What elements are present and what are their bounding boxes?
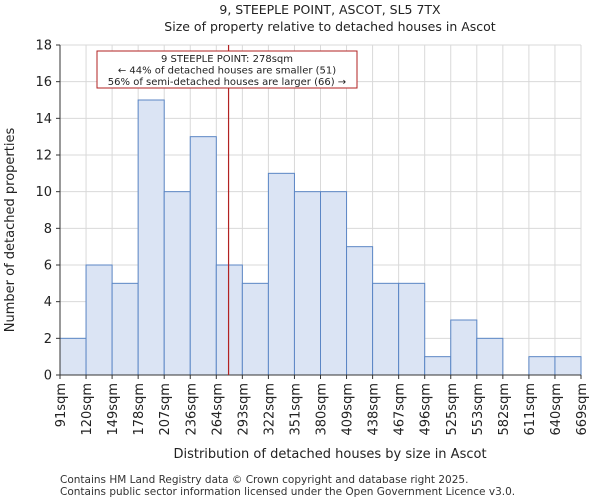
x-tick-label: 467sqm bbox=[393, 383, 408, 436]
annotation-line-3: 56% of semi-detached houses are larger (… bbox=[108, 77, 346, 88]
bar-264sqm bbox=[215, 264, 243, 376]
bar-380sqm bbox=[320, 191, 348, 376]
x-tick-label: 438sqm bbox=[367, 383, 382, 436]
x-tick-label: 496sqm bbox=[419, 383, 434, 436]
x-tick-label: 553sqm bbox=[471, 383, 486, 436]
bar-496sqm bbox=[424, 356, 452, 376]
bar-91sqm bbox=[59, 337, 87, 376]
x-tick-label: 236sqm bbox=[184, 383, 199, 436]
x-tick-label: 351sqm bbox=[288, 383, 303, 436]
bar-120sqm bbox=[85, 264, 113, 376]
annotation-box bbox=[96, 50, 358, 89]
x-tick-label: 525sqm bbox=[445, 383, 460, 436]
x-tick-label: 669sqm bbox=[575, 383, 590, 436]
x-axis-label: Distribution of detached houses by size … bbox=[173, 447, 486, 462]
x-tick-label: 582sqm bbox=[497, 383, 512, 436]
x-tick-label: 322sqm bbox=[262, 383, 277, 436]
bar-236sqm bbox=[189, 136, 217, 376]
x-tick-label: 178sqm bbox=[132, 383, 147, 436]
property-marker: 9 STEEPLE POINT: 278sqm← 44% of detached… bbox=[96, 45, 358, 375]
bar-149sqm bbox=[111, 282, 139, 376]
bar-207sqm bbox=[163, 191, 191, 376]
annotation-line-2: ← 44% of detached houses are smaller (51… bbox=[118, 66, 336, 77]
axes bbox=[56, 44, 582, 379]
y-tick-label: 18 bbox=[35, 39, 52, 54]
x-tick-labels: 91sqm 120sqm 149sqm 178sqm 207sqm 236sqm 264sq… bbox=[54, 383, 590, 436]
bar-322sqm bbox=[267, 172, 295, 376]
bar-553sqm bbox=[476, 337, 504, 376]
bars bbox=[59, 99, 582, 376]
y-tick-label: 4 bbox=[44, 295, 52, 310]
y-tick-labels: 0 2 4 6 8 10 12 14 16 18 bbox=[35, 39, 52, 384]
y-tick-label: 8 bbox=[44, 222, 52, 237]
x-tick-label: 149sqm bbox=[106, 383, 121, 436]
bar-640sqm bbox=[554, 356, 582, 376]
bar-438sqm bbox=[372, 282, 400, 376]
annotation-line-1: 9 STEEPLE POINT: 278sqm bbox=[161, 54, 293, 65]
bar-178sqm bbox=[137, 99, 165, 376]
bar-351sqm bbox=[293, 191, 322, 376]
x-tick-label: 91sqm bbox=[54, 383, 69, 427]
x-tick-label: 640sqm bbox=[549, 383, 564, 436]
x-tick-label: 120sqm bbox=[80, 383, 95, 436]
x-tick-label: 611sqm bbox=[523, 383, 538, 436]
footer-line-2: Contains public sector information licen… bbox=[60, 486, 515, 498]
x-tick-label: 293sqm bbox=[236, 383, 251, 436]
bar-467sqm bbox=[398, 282, 426, 376]
bar-611sqm bbox=[528, 356, 556, 376]
y-axis-label: Number of detached properties bbox=[3, 128, 18, 333]
chart-title: 9, STEEPLE POINT, ASCOT, SL5 7TX bbox=[219, 2, 441, 17]
x-tick-label: 207sqm bbox=[158, 383, 173, 436]
y-tick-label: 14 bbox=[35, 112, 52, 127]
x-tick-label: 264sqm bbox=[210, 383, 225, 436]
y-tick-label: 10 bbox=[35, 185, 52, 200]
bar-293sqm bbox=[241, 282, 269, 376]
x-tick-label: 380sqm bbox=[315, 383, 330, 436]
bar-409sqm bbox=[346, 246, 374, 376]
y-tick-label: 0 bbox=[44, 369, 52, 384]
bar-525sqm bbox=[450, 319, 478, 376]
y-tick-label: 2 bbox=[44, 332, 52, 347]
y-tick-label: 16 bbox=[35, 75, 52, 90]
y-tick-label: 12 bbox=[35, 149, 52, 164]
chart-subtitle: Size of property relative to detached ho… bbox=[164, 19, 495, 34]
x-tick-label: 409sqm bbox=[341, 383, 356, 436]
y-tick-label: 6 bbox=[44, 259, 52, 274]
footer-line-1: Contains HM Land Registry data © Crown c… bbox=[60, 474, 468, 486]
